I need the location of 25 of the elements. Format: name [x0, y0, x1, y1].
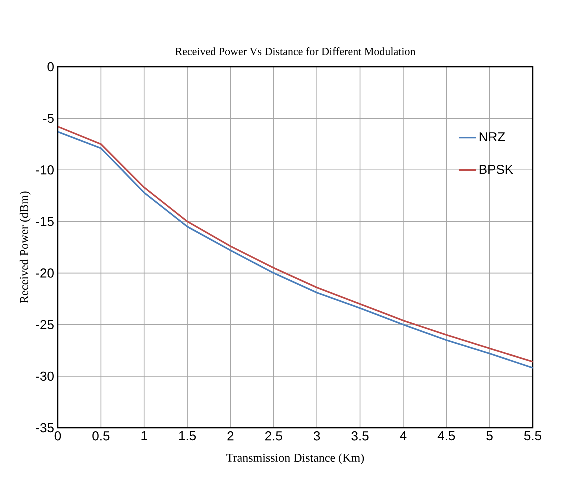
x-tick-label: 5.5 — [524, 432, 542, 441]
y-tick-label: -20 — [36, 268, 54, 278]
y-tick-label: -30 — [36, 372, 54, 382]
legend-label: NRZ — [480, 132, 506, 142]
y-tick-label: -10 — [36, 166, 54, 175]
y-tick-label: -5 — [43, 114, 54, 124]
x-tick-label: 4 — [400, 432, 407, 440]
x-axis-title: Transmission Distance (Km) — [226, 454, 364, 464]
y-tick-label: -15 — [36, 217, 54, 226]
x-tick-label: 1.5 — [180, 432, 196, 441]
x-tick-label: 0.5 — [92, 432, 110, 441]
y-tick-label: -25 — [36, 320, 54, 330]
x-tick-label: 4.5 — [438, 432, 456, 441]
x-tick-label: 1 — [142, 432, 148, 440]
x-tick-label: 2.5 — [266, 432, 282, 441]
legend-label: BPSK — [480, 165, 514, 174]
x-tick-label: 5 — [486, 432, 493, 441]
y-axis-title: Received Power (dBm) — [20, 192, 31, 304]
y-tick-label: -35 — [36, 423, 54, 433]
x-tick-label: 3.5 — [352, 432, 369, 441]
x-tick-label: 3 — [314, 432, 320, 441]
y-tick-label: 0 — [48, 62, 54, 72]
chart-title: Received Power Vs Distance for Different Modulation — [176, 48, 416, 56]
x-tick-label: 0 — [54, 432, 62, 441]
x-tick-label: 2 — [228, 432, 234, 441]
